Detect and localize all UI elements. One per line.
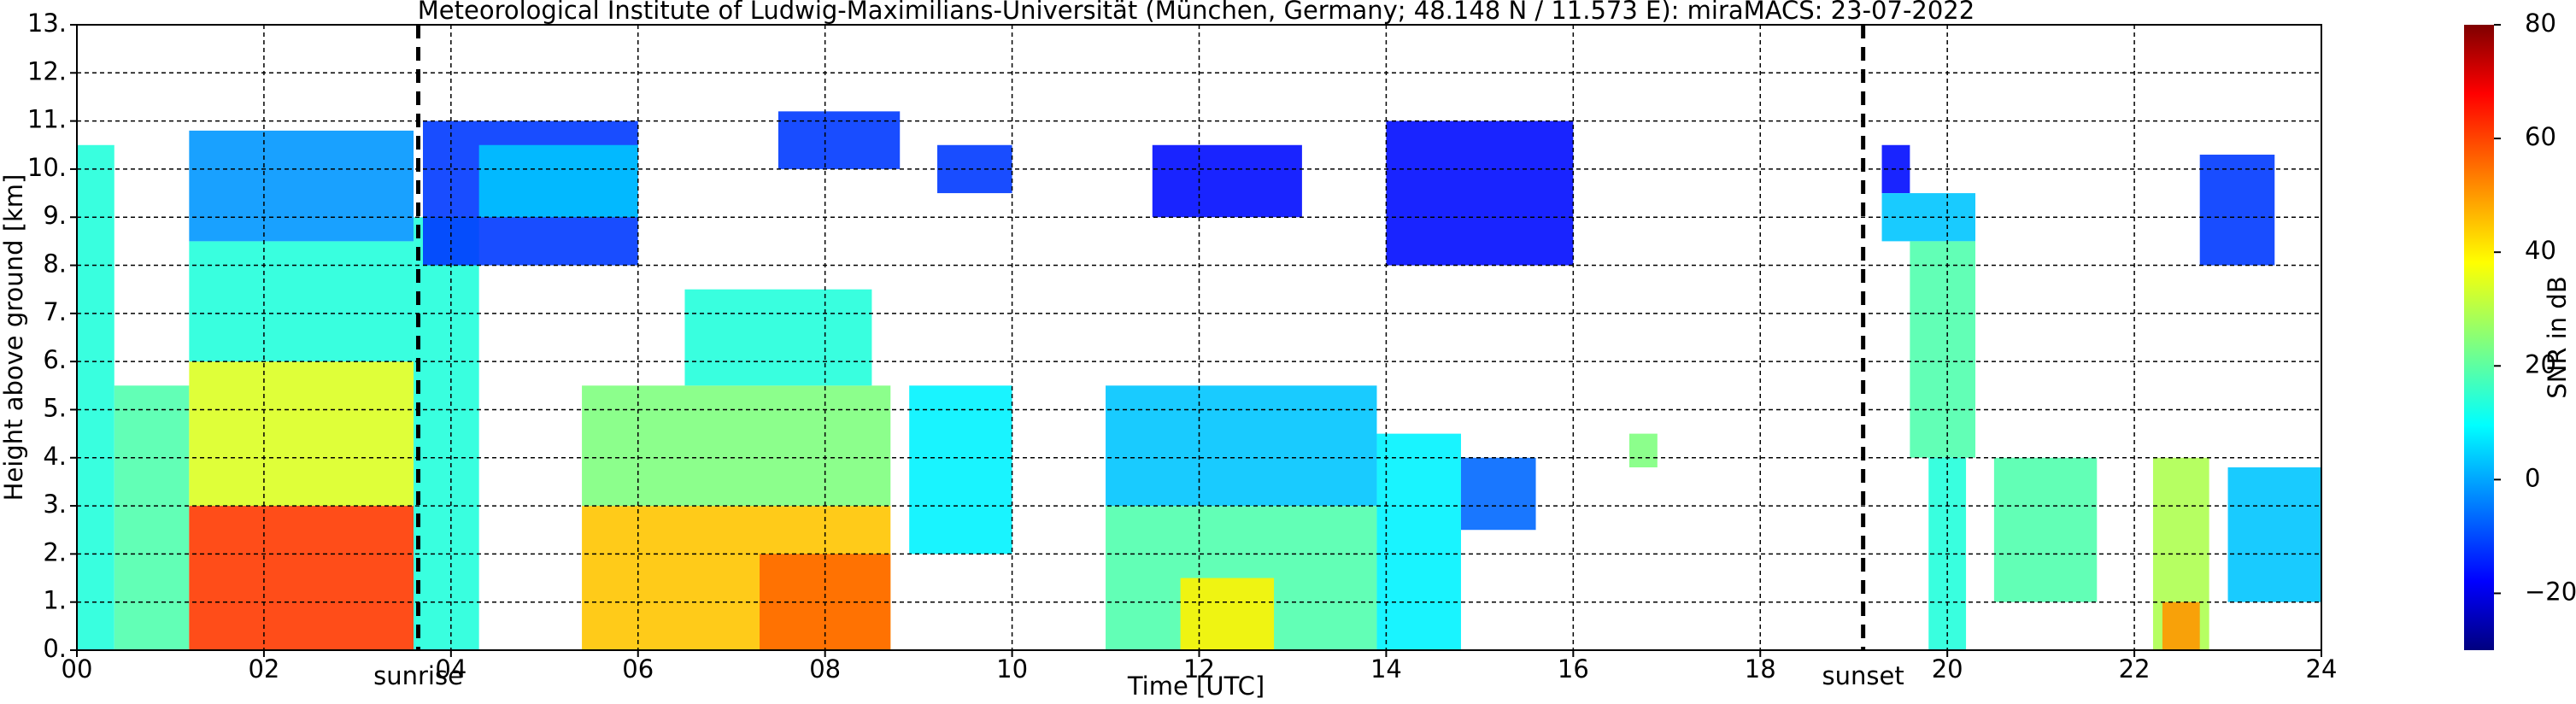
data-cell xyxy=(77,144,114,650)
data-cell xyxy=(1460,457,1536,531)
y-tick-label: 10. xyxy=(27,153,67,182)
colorbar-tick-label: 20 xyxy=(2525,349,2556,378)
y-tick-label: 6. xyxy=(43,345,67,374)
x-tick-label: 06 xyxy=(622,654,654,683)
data-cell xyxy=(777,111,901,169)
data-cell xyxy=(1180,578,1275,650)
y-tick-label: 4. xyxy=(43,442,67,471)
data-cell xyxy=(114,385,190,650)
data-cell xyxy=(189,361,414,507)
y-tick-label: 13. xyxy=(27,9,67,38)
x-tick-label: 04 xyxy=(435,654,466,683)
data-cell xyxy=(1910,241,1976,458)
x-tick-label: 18 xyxy=(1745,654,1776,683)
data-cell xyxy=(909,385,1012,554)
x-tick-label: 24 xyxy=(2306,654,2338,683)
y-tick-label: 8. xyxy=(43,249,67,279)
y-tick-label: 1. xyxy=(43,586,67,615)
data-cell xyxy=(1881,193,1976,242)
data-cell xyxy=(1106,385,1377,507)
colorbar xyxy=(2464,25,2494,650)
colorbar-tick-label: −20 xyxy=(2525,577,2576,606)
colorbar-tick-label: 0 xyxy=(2525,463,2540,492)
data-cell xyxy=(1629,433,1658,468)
x-tick-label: 22 xyxy=(2119,654,2151,683)
y-tick-label: 11. xyxy=(27,105,67,134)
x-tick-label: 08 xyxy=(809,654,841,683)
x-tick-label: 00 xyxy=(62,654,93,683)
plot-frame xyxy=(76,24,2322,651)
y-tick-label: 3. xyxy=(43,490,67,519)
data-cell xyxy=(1376,433,1461,650)
event-label: sunset xyxy=(1822,661,1904,690)
x-tick-label: 20 xyxy=(1932,654,1963,683)
data-cell xyxy=(1152,144,1302,218)
y-tick-label: 12. xyxy=(27,56,67,85)
data-cell xyxy=(189,506,414,650)
data-cell xyxy=(189,241,414,362)
x-tick-label: 02 xyxy=(248,654,279,683)
data-cell xyxy=(684,289,872,386)
colorbar-tick-label: 80 xyxy=(2525,9,2556,38)
x-tick-label: 12 xyxy=(1183,654,1215,683)
y-tick-label: 7. xyxy=(43,297,67,326)
x-tick-label: 14 xyxy=(1370,654,1402,683)
chart-title: Meteorological Institute of Ludwig-Maxim… xyxy=(418,0,1975,25)
data-cell xyxy=(2162,601,2200,650)
data-cell xyxy=(414,217,479,650)
x-tick-label: 10 xyxy=(996,654,1028,683)
data-cell xyxy=(1993,457,2098,602)
y-tick-label: 9. xyxy=(43,201,67,230)
colorbar-tick-label: 40 xyxy=(2525,236,2556,265)
data-cell xyxy=(2199,155,2275,266)
x-axis-label: Time [UTC] xyxy=(1127,672,1265,701)
y-tick-label: 2. xyxy=(43,537,67,566)
data-cell xyxy=(2227,467,2321,602)
colorbar-tick-label: 60 xyxy=(2525,122,2556,151)
event-label: sunrise xyxy=(373,661,463,690)
colorbar-label: SNR in dB xyxy=(2543,276,2572,398)
data-cell xyxy=(189,130,414,242)
y-tick-label: 5. xyxy=(43,393,67,422)
data-cell xyxy=(1386,120,1574,266)
y-tick-label: 0. xyxy=(43,634,67,663)
y-axis-label: Height above ground [km] xyxy=(0,174,28,502)
data-cell xyxy=(478,144,638,218)
data-cell xyxy=(582,385,891,507)
x-tick-label: 16 xyxy=(1558,654,1589,683)
